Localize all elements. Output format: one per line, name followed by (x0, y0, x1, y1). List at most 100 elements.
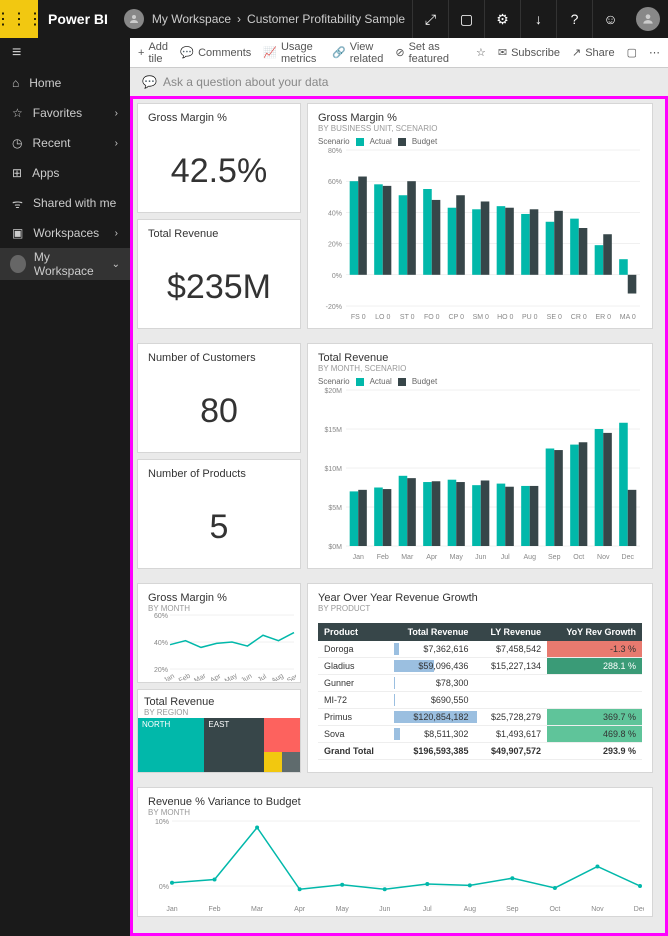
tile-value: 5 (148, 508, 290, 547)
chat-icon: 💬 (142, 75, 157, 89)
tile-title: Total Revenue (318, 352, 642, 364)
svg-text:PU 0: PU 0 (522, 314, 538, 321)
tile-customers[interactable]: Number of Customers 80 (137, 343, 301, 453)
cmd-more-icon[interactable]: ⋯ (649, 46, 660, 59)
tile-subtitle: BY MONTH (148, 604, 290, 613)
svg-text:-20%: -20% (326, 304, 342, 311)
tile-yoy[interactable]: Year Over Year Revenue Growth BY PRODUCT… (307, 583, 653, 773)
tile-gm-by-month[interactable]: Gross Margin % BY MONTH 60%40%20%JanFebM… (137, 583, 301, 683)
variance-chart: 10%0%JanFebMarAprMayJunJulAugSepOctNovDe… (148, 817, 644, 913)
tile-value: 42.5% (148, 152, 290, 191)
svg-text:Jul: Jul (423, 906, 432, 913)
hamburger-icon[interactable]: ≡ (0, 38, 130, 68)
help-icon[interactable]: ? (556, 0, 592, 38)
tile-title: Year Over Year Revenue Growth (318, 592, 642, 604)
svg-text:Apr: Apr (294, 906, 306, 913)
svg-text:May: May (450, 554, 464, 561)
cmd-comments[interactable]: 💬 Comments (180, 46, 251, 59)
qna-placeholder: Ask a question about your data (163, 75, 328, 89)
breadcrumb-workspace[interactable]: My Workspace (152, 12, 231, 26)
svg-text:Aug: Aug (464, 906, 477, 913)
nav-my-workspace[interactable]: My Workspace⌄ (0, 248, 130, 280)
chevron-down-icon: ⌄ (112, 259, 120, 270)
tile-value: 80 (148, 392, 290, 431)
fullscreen-icon[interactable]: ⤢ (412, 0, 448, 38)
cmd-subscribe[interactable]: ✉ Subscribe (498, 46, 560, 59)
chevron-right-icon: › (115, 228, 118, 239)
cmd-set-featured-label: Set as featured (409, 41, 452, 65)
cmd-add-tile[interactable]: + Add tile (138, 41, 168, 65)
tile-title: Total Revenue (144, 696, 294, 708)
nav-recent[interactable]: ◷Recent› (0, 128, 130, 158)
cmd-set-featured[interactable]: ⊘ Set as featured (395, 41, 452, 65)
svg-text:10%: 10% (155, 819, 169, 826)
swatch-actual (356, 378, 364, 386)
legend-actual: Actual (370, 137, 392, 146)
svg-text:Apr: Apr (209, 673, 223, 681)
nav-apps[interactable]: ⊞Apps (0, 158, 130, 188)
top-bar: ⋮⋮⋮ Power BI My Workspace › Customer Pro… (0, 0, 668, 38)
app-launcher-icon[interactable]: ⋮⋮⋮ (0, 0, 38, 38)
breadcrumb-report[interactable]: Customer Profitability Sample (247, 12, 405, 26)
workspace-avatar-icon (124, 9, 144, 29)
tile-products[interactable]: Number of Products 5 (137, 459, 301, 569)
settings-icon[interactable]: ⚙ (484, 0, 520, 38)
svg-text:Nov: Nov (591, 906, 604, 913)
svg-text:Jan: Jan (163, 673, 176, 681)
user-avatar-icon[interactable] (636, 7, 660, 31)
cmd-comments-label: Comments (198, 47, 251, 59)
cmd-share[interactable]: ↗ Share (572, 46, 615, 59)
rev-month-chart: $20M$15M$10M$5M$0MJanFebMarAprMayJunJulA… (318, 386, 644, 562)
nav-home[interactable]: ⌂Home (0, 68, 130, 98)
svg-text:$0M: $0M (328, 544, 342, 551)
cmd-favorite-icon[interactable]: ☆ (476, 46, 486, 59)
svg-text:Mar: Mar (251, 906, 264, 913)
swatch-budget (398, 138, 406, 146)
cmd-display-icon[interactable]: ▢ (627, 46, 637, 59)
svg-text:LO 0: LO 0 (375, 314, 390, 321)
tile-subtitle: BY REGION (144, 708, 294, 717)
dashboard: Gross Margin % 42.5% Total Revenue $235M… (130, 96, 668, 936)
cmd-view-related-label: View related (350, 41, 384, 65)
nav-favorites[interactable]: ☆Favorites› (0, 98, 130, 128)
svg-text:20%: 20% (154, 667, 168, 674)
svg-text:SM 0: SM 0 (473, 314, 489, 321)
cmd-usage[interactable]: 📈 Usage metrics (263, 41, 320, 65)
svg-text:Mar: Mar (193, 672, 208, 681)
feedback-icon[interactable]: ☺ (592, 0, 628, 38)
presentation-icon[interactable]: ▢ (448, 0, 484, 38)
tile-value: $235M (148, 268, 290, 307)
qna-bar[interactable]: 💬 Ask a question about your data (130, 68, 668, 96)
svg-text:$5M: $5M (328, 505, 342, 512)
nav-workspaces[interactable]: ▣Workspaces› (0, 218, 130, 248)
nav-shared-label: Shared with me (33, 196, 116, 210)
cmd-subscribe-label: Subscribe (511, 47, 560, 59)
nav-favorites-label: Favorites (33, 106, 82, 120)
tile-variance[interactable]: Revenue % Variance to Budget BY MONTH 10… (137, 787, 653, 917)
tile-rev-by-region[interactable]: Total Revenue BY REGION NORTHEAST (137, 689, 301, 773)
svg-text:$15M: $15M (324, 427, 342, 434)
swatch-actual (356, 138, 364, 146)
download-icon[interactable]: ↓ (520, 0, 556, 38)
svg-text:SE 0: SE 0 (547, 314, 562, 321)
chevron-right-icon: › (115, 108, 118, 119)
svg-text:HO 0: HO 0 (497, 314, 513, 321)
svg-text:Aug: Aug (524, 554, 537, 561)
svg-text:CP 0: CP 0 (449, 314, 465, 321)
gm-month-chart: 60%40%20%JanFebMarAprMayJunJulAugSep (148, 613, 296, 681)
nav-shared[interactable]: ᯤShared with me (0, 188, 130, 218)
clock-icon: ◷ (12, 136, 22, 150)
breadcrumb: My Workspace › Customer Profitability Sa… (152, 12, 405, 26)
tile-rev-by-month[interactable]: Total Revenue BY MONTH, SCENARIO Scenari… (307, 343, 653, 569)
svg-text:Nov: Nov (597, 554, 610, 561)
swatch-budget (398, 378, 406, 386)
tile-gm-by-bu[interactable]: Gross Margin % BY BUSINESS UNIT, SCENARI… (307, 103, 653, 329)
legend-actual: Actual (370, 377, 392, 386)
tile-title: Total Revenue (148, 228, 290, 240)
tile-gross-margin-pct[interactable]: Gross Margin % 42.5% (137, 103, 301, 213)
svg-text:May: May (336, 906, 350, 913)
tile-total-revenue[interactable]: Total Revenue $235M (137, 219, 301, 329)
workspaces-icon: ▣ (12, 226, 23, 240)
svg-text:Feb: Feb (209, 906, 221, 913)
cmd-view-related[interactable]: 🔗 View related (332, 41, 383, 65)
